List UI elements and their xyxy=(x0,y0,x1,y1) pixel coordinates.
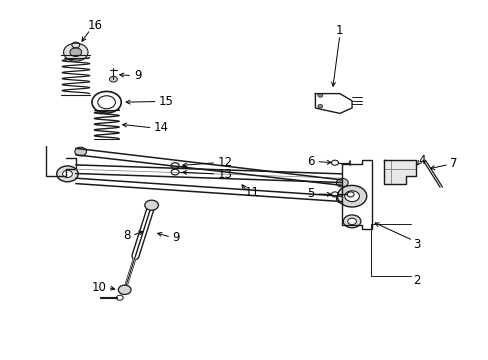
Text: 10: 10 xyxy=(92,281,106,294)
Circle shape xyxy=(317,104,322,108)
Circle shape xyxy=(344,191,359,202)
Text: 12: 12 xyxy=(217,156,232,169)
Text: 2: 2 xyxy=(412,274,420,287)
Circle shape xyxy=(337,185,366,207)
Circle shape xyxy=(347,218,356,225)
Circle shape xyxy=(70,48,81,57)
Text: 13: 13 xyxy=(217,168,232,181)
Text: 6: 6 xyxy=(307,155,314,168)
Text: 4: 4 xyxy=(418,154,425,167)
Text: 9: 9 xyxy=(134,69,142,82)
Text: 11: 11 xyxy=(244,186,259,199)
Polygon shape xyxy=(383,160,415,184)
Text: 1: 1 xyxy=(335,24,343,37)
Circle shape xyxy=(57,166,78,182)
Circle shape xyxy=(75,147,86,156)
Circle shape xyxy=(118,285,131,294)
Circle shape xyxy=(63,43,88,61)
Circle shape xyxy=(317,94,322,97)
Text: 15: 15 xyxy=(159,95,173,108)
Text: 7: 7 xyxy=(449,157,456,170)
Text: 14: 14 xyxy=(154,121,169,134)
Circle shape xyxy=(109,76,117,82)
Circle shape xyxy=(343,215,360,228)
Circle shape xyxy=(144,200,158,210)
Text: 5: 5 xyxy=(307,187,314,200)
Text: 16: 16 xyxy=(88,19,102,32)
Circle shape xyxy=(62,170,72,177)
Text: 8: 8 xyxy=(123,229,131,242)
Text: 3: 3 xyxy=(412,238,420,251)
Circle shape xyxy=(336,195,347,203)
Circle shape xyxy=(336,179,347,187)
Text: 9: 9 xyxy=(172,231,179,244)
